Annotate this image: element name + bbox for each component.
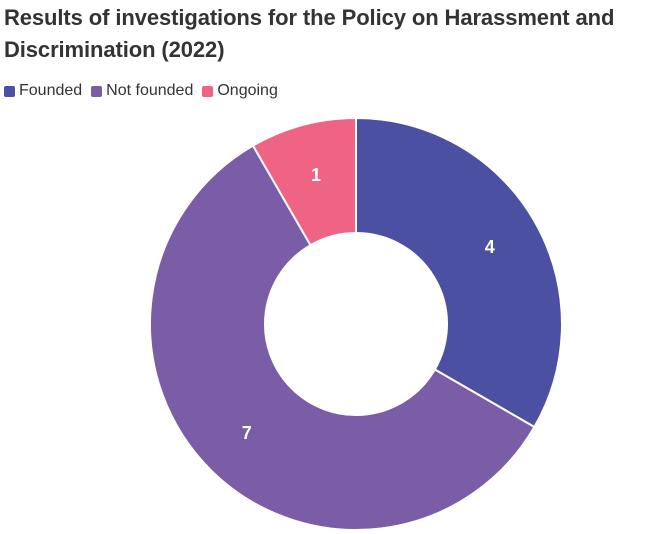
donut-slices xyxy=(149,116,563,531)
legend-swatch-ongoing xyxy=(202,85,214,97)
donut-slice-ongoing[interactable] xyxy=(251,116,357,247)
donut-slice-founded[interactable] xyxy=(355,116,563,429)
legend-swatch-not-founded xyxy=(91,85,103,97)
legend-label-founded: Founded xyxy=(19,82,83,99)
legend-item-ongoing[interactable]: Ongoing xyxy=(202,82,278,100)
legend-label-not-founded: Not founded xyxy=(106,82,194,99)
donut-slice-not-founded[interactable] xyxy=(149,144,536,531)
chart-title: Results of investigations for the Policy… xyxy=(4,5,615,62)
data-label-not-founded: 7 xyxy=(242,423,252,443)
chart-legend: Founded Not founded Ongoing xyxy=(4,82,278,100)
legend-swatch-founded xyxy=(4,85,15,97)
legend-item-not-founded[interactable]: Not founded xyxy=(91,82,193,100)
legend-label-ongoing: Ongoing xyxy=(217,82,278,99)
data-label-ongoing: 1 xyxy=(311,165,321,185)
donut-data-labels: 4 7 1 xyxy=(242,165,495,443)
legend-item-founded[interactable]: Founded xyxy=(4,82,82,100)
data-label-founded: 4 xyxy=(485,237,495,257)
